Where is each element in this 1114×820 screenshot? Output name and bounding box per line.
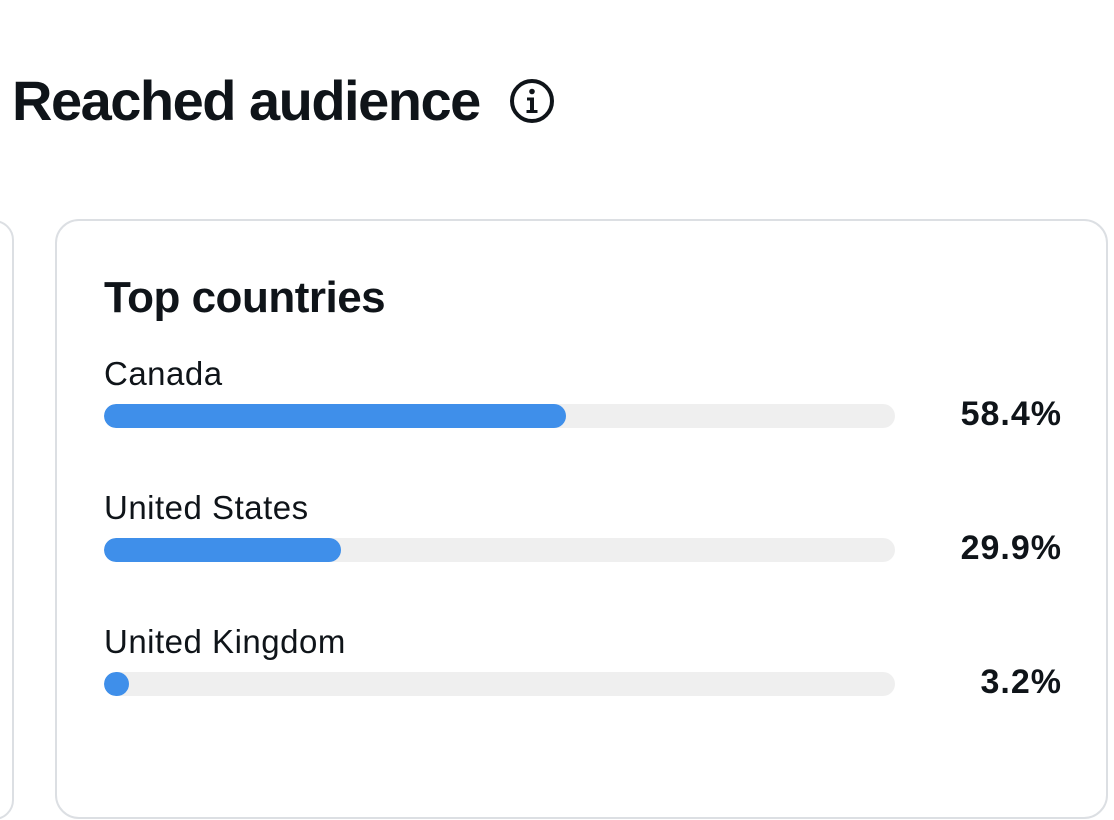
card-title: Top countries xyxy=(104,273,386,322)
section-title: Reached audience xyxy=(12,69,481,132)
info-icon[interactable] xyxy=(508,77,556,125)
country-row-united-kingdom: United Kingdom 3.2% xyxy=(104,622,1062,712)
country-name: Canada xyxy=(104,355,223,392)
country-percent: 29.9% xyxy=(960,529,1062,567)
country-name: United Kingdom xyxy=(104,623,346,660)
country-percent: 58.4% xyxy=(960,395,1062,433)
country-row-united-states: United States 29.9% xyxy=(104,488,1062,578)
country-row-canada: Canada 58.4% xyxy=(104,354,1062,444)
country-percent: 3.2% xyxy=(980,663,1062,701)
country-name: United States xyxy=(104,489,309,526)
previous-card xyxy=(0,220,14,820)
progress-bar-track xyxy=(104,672,895,696)
progress-bar-fill xyxy=(104,538,341,562)
progress-bar-fill xyxy=(104,672,130,696)
progress-bar-fill xyxy=(104,404,566,428)
section-header: Reached audience xyxy=(12,66,556,136)
top-countries-card: Top countries Canada 58.4% United States… xyxy=(55,219,1108,819)
progress-bar-track xyxy=(104,404,895,428)
progress-bar-track xyxy=(104,538,895,562)
